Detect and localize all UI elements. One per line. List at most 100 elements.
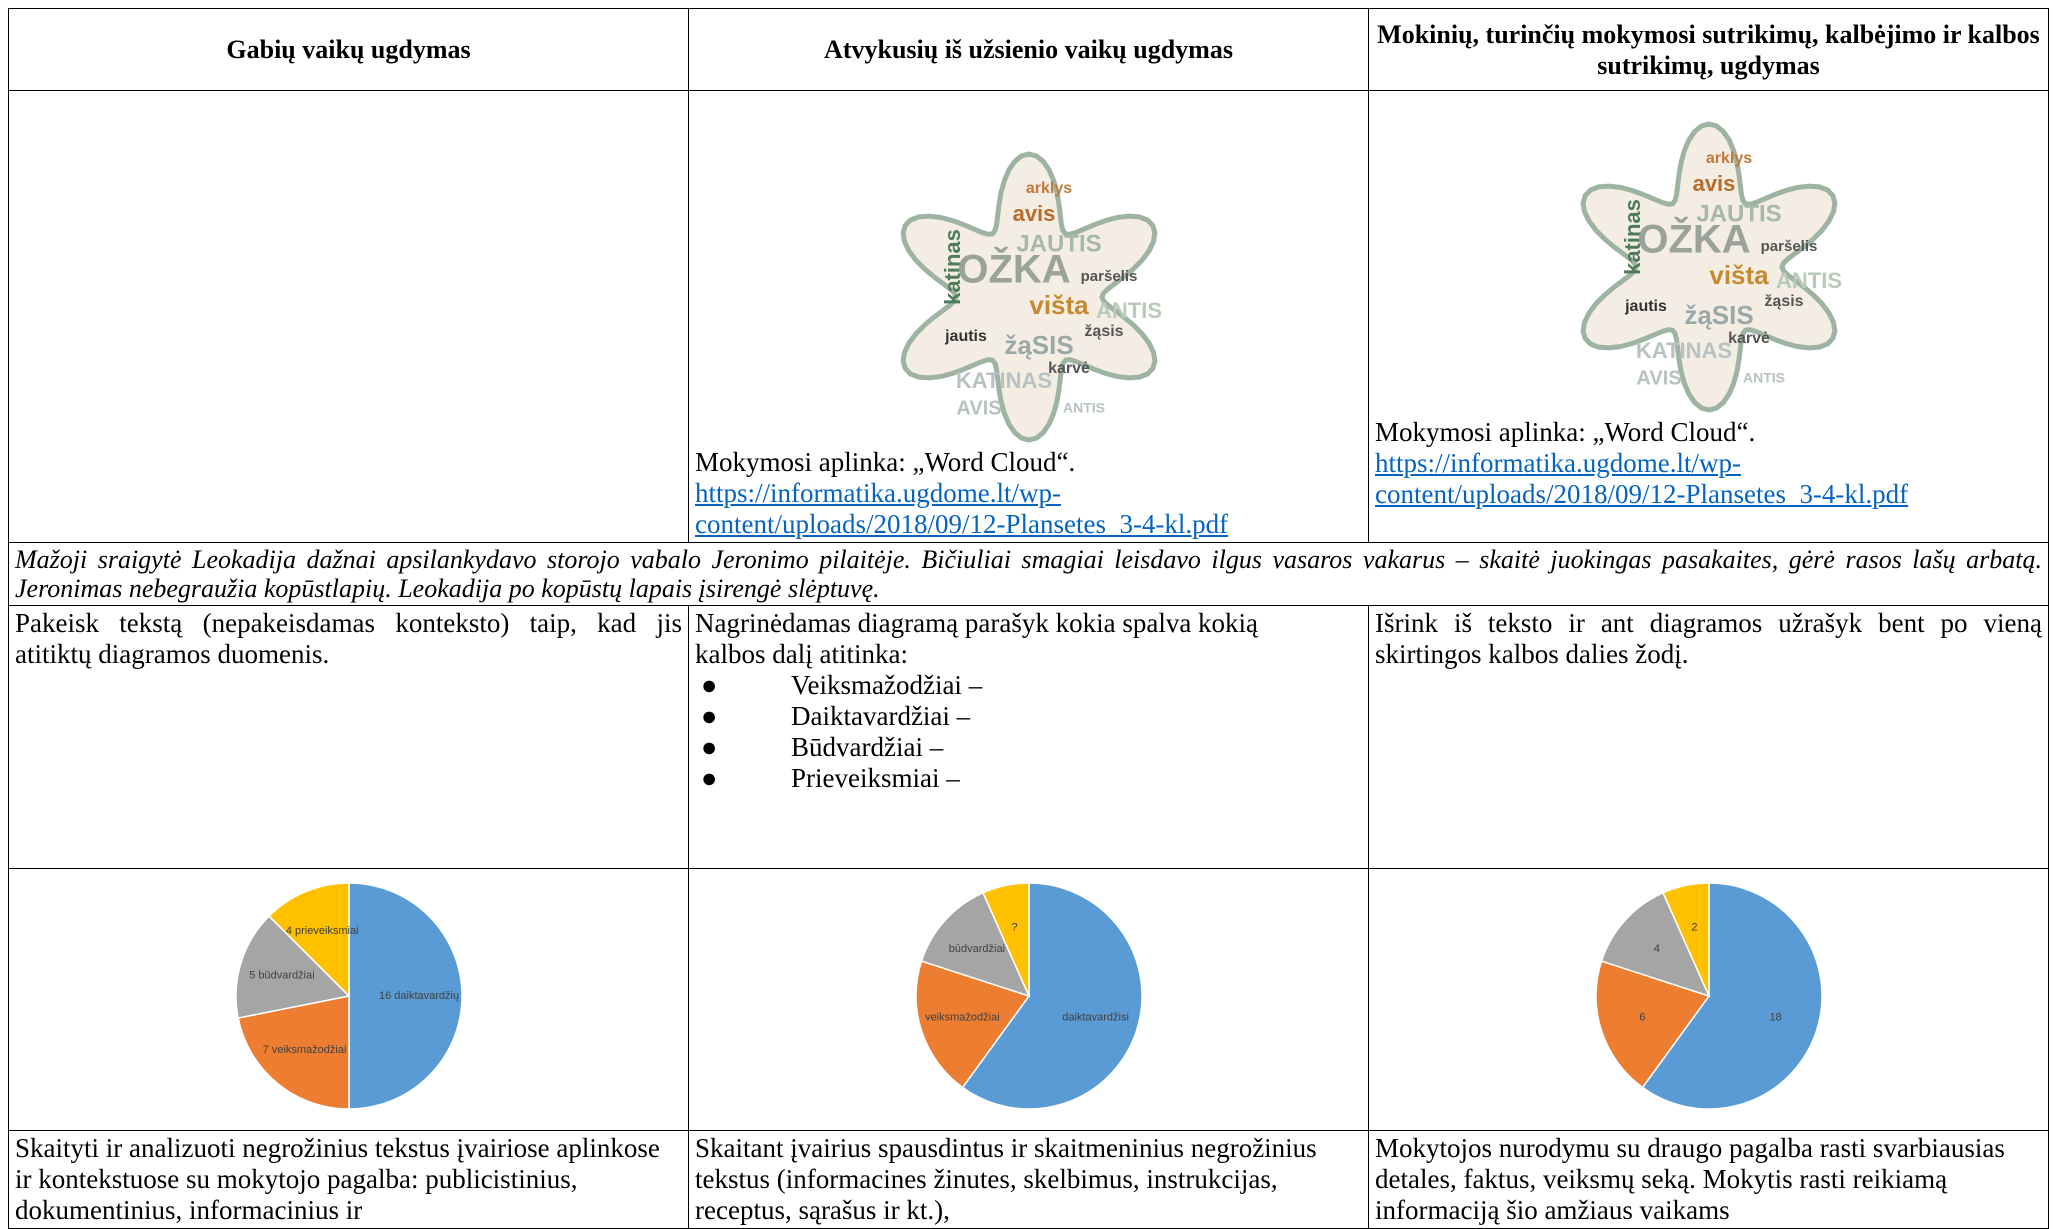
cloud-word: arklys — [1705, 150, 1751, 167]
slice-label: 18 — [1769, 1012, 1781, 1024]
slice-label: būdvardžiai — [948, 943, 1004, 955]
outcome: Skaitant įvairius spausdintus ir skaitme… — [688, 1130, 1369, 1229]
cloud-word: karvė — [1048, 360, 1090, 377]
pie-slice — [1641, 882, 1823, 1110]
outcome: Skaityti ir analizuoti negrožinius tekst… — [8, 1130, 689, 1229]
cloud-word: višta — [1029, 290, 1089, 320]
cloud-word: OŽKA — [957, 246, 1070, 292]
pie-cell: daiktavardžisi veiksmažodžiai būdvardžiai? — [688, 868, 1369, 1131]
task-item: ● Prieveiksmiai – — [701, 763, 960, 793]
task: Pakeisk tekstą (nepakeisdamas konteksto)… — [8, 605, 689, 869]
resource: arklys avis JAUTIS katinas OŽKA paršelis višta… — [695, 91, 1362, 540]
cloud-word: žąsis — [1764, 293, 1803, 310]
cloud-word: avis — [1012, 201, 1055, 226]
slice-label: 7 veiksmažodžiai — [262, 1044, 346, 1056]
task-text: Nagrinėdamas diagramą parašyk kokia spal… — [695, 608, 1259, 669]
resource-row: arklys avis JAUTIS katinas OŽKA paršelis višta… — [8, 90, 2049, 543]
item-text: Prieveiksmiai – — [791, 763, 960, 793]
cloud-word: višta — [1709, 260, 1769, 290]
pie-slice — [981, 882, 1030, 997]
pie-row: 16 daiktavardžių 7 veiksmažodžiai 5 būdvar… — [8, 868, 2049, 1131]
slice-label: 4 — [1653, 943, 1659, 955]
task: Nagrinėdamas diagramą parašyk kokia spal… — [688, 605, 1369, 869]
cloud-word: AVIS — [956, 397, 1001, 419]
cloud-word: žąsis — [1084, 323, 1123, 340]
pie-slice — [267, 882, 350, 998]
cloud-word: OŽKA — [1637, 216, 1750, 262]
resource-cell: arklys avis JAUTIS katinas OŽKA paršelis višta… — [688, 90, 1369, 543]
cloud-word: ANTIS — [1776, 268, 1842, 293]
item-text: Veiksmažodžiai – — [791, 670, 983, 700]
task-item: ● Būdvardžiai – — [701, 732, 944, 762]
resource-cell: arklys avis JAUTIS katinas OŽKA paršelis višta… — [1368, 90, 2049, 543]
item-text: Daiktavardžiai – — [791, 701, 971, 731]
outcome: Mokytojos nurodymu su draugo pagalba ras… — [1368, 1130, 2049, 1229]
caption: Mokymosi aplinka: „Word Cloud“. — [1375, 417, 1756, 447]
pie-cell: 18 6 4 2 — [1368, 868, 2049, 1131]
cloud-word: avis — [1692, 171, 1735, 196]
cloud-word: KATINAS — [1635, 338, 1731, 363]
slice-label: 16 daiktavardžių — [379, 990, 459, 1002]
task: Išrink iš teksto ir ant diagramos užrašy… — [1368, 605, 2049, 869]
pie-slice — [914, 960, 1030, 1089]
story-row: Mažoji sraigytė Leokadija dažnai apsilan… — [8, 542, 2049, 606]
story-text: Mažoji sraigytė Leokadija dažnai apsilan… — [8, 542, 2049, 606]
cloud-word: JAUTIS — [1696, 200, 1781, 227]
item-text: Būdvardžiai – — [791, 732, 944, 762]
cloud-word: KATINAS — [955, 368, 1051, 393]
cloud-word: katinas — [1619, 199, 1644, 275]
cloud-word: paršelis — [1760, 238, 1817, 255]
cloud-word: ANTIS — [1096, 298, 1162, 323]
pie-chart: 16 daiktavardžių 7 veiksmažodžiai 5 būdvar… — [234, 882, 463, 1110]
task-row: Pakeisk tekstą (nepakeisdamas konteksto)… — [8, 605, 2049, 869]
pie-chart: 18 6 4 2 — [1594, 882, 1823, 1110]
cloud-word: katinas — [939, 229, 964, 305]
cloud-shape — [900, 151, 1157, 443]
slice-label: ? — [1011, 921, 1017, 933]
caption: Mokymosi aplinka: „Word Cloud“. — [695, 447, 1076, 477]
cloud-word: jautis — [944, 328, 987, 345]
slice-label: daiktavardžisi — [1062, 1012, 1129, 1024]
pie-slice — [961, 882, 1143, 1110]
slice-label: 6 — [1639, 1012, 1645, 1024]
cloud-word: ANTIS — [1063, 400, 1105, 416]
link[interactable]: https://informatika.ugdome.lt/wp-content… — [695, 478, 1229, 539]
pie-slice — [1594, 960, 1710, 1089]
pie-chart: daiktavardžisi veiksmažodžiai būdvardžiai? — [914, 882, 1143, 1110]
cloud-word: karvė — [1728, 330, 1770, 347]
curriculum-table: Gabių vaikų ugdymas Atvykusių iš užsieni… — [8, 8, 2049, 1229]
resource: arklys avis JAUTIS katinas OŽKA paršelis višta… — [1375, 91, 2042, 540]
header-row: Gabių vaikų ugdymas Atvykusių iš užsieni… — [8, 8, 2049, 91]
pie-slice — [1600, 891, 1710, 998]
link[interactable]: https://informatika.ugdome.lt/wp-content… — [1375, 448, 1909, 509]
task-item: ● Daiktavardžiai – — [701, 701, 971, 731]
pie-slice — [920, 891, 1030, 998]
cloud-word: paršelis — [1080, 268, 1137, 285]
empty-cell — [8, 90, 689, 543]
cloud-word: JAUTIS — [1016, 230, 1101, 257]
cloud-word: žąSIS — [1004, 330, 1073, 360]
task-list: ● Veiksmažodžiai – ● Daiktavardžiai – ● Būd… — [695, 670, 1362, 794]
pie-cell: 16 daiktavardžių 7 veiksmažodžiai 5 būdvar… — [8, 868, 689, 1131]
slice-label: 4 prieveiksmiai — [285, 925, 358, 937]
cloud-word: AVIS — [1636, 367, 1681, 389]
outcome-row: Skaityti ir analizuoti negrožinius tekst… — [8, 1130, 2049, 1229]
pie-slice — [347, 882, 463, 1110]
slice-label: 5 būdvardžiai — [249, 970, 314, 982]
cloud-word: arklys — [1025, 180, 1071, 197]
cloud-word: ANTIS — [1743, 370, 1785, 386]
slice-label: 2 — [1691, 921, 1697, 933]
pie-slice — [236, 995, 350, 1110]
slice-label: veiksmažodžiai — [925, 1012, 1000, 1024]
header-cell: Gabių vaikų ugdymas — [8, 8, 689, 91]
pie-slice — [234, 915, 351, 1019]
pie-slice — [1661, 882, 1710, 997]
cloud-word: žąSIS — [1684, 300, 1753, 330]
header-cell: Atvykusių iš užsienio vaikų ugdymas — [688, 8, 1369, 91]
task-item: ● Veiksmažodžiai – — [701, 670, 983, 700]
header-cell: Mokinių, turinčių mokymosi sutrikimų, ka… — [1368, 8, 2049, 91]
cloud-word: jautis — [1624, 298, 1667, 315]
cloud-shape — [1580, 121, 1837, 413]
